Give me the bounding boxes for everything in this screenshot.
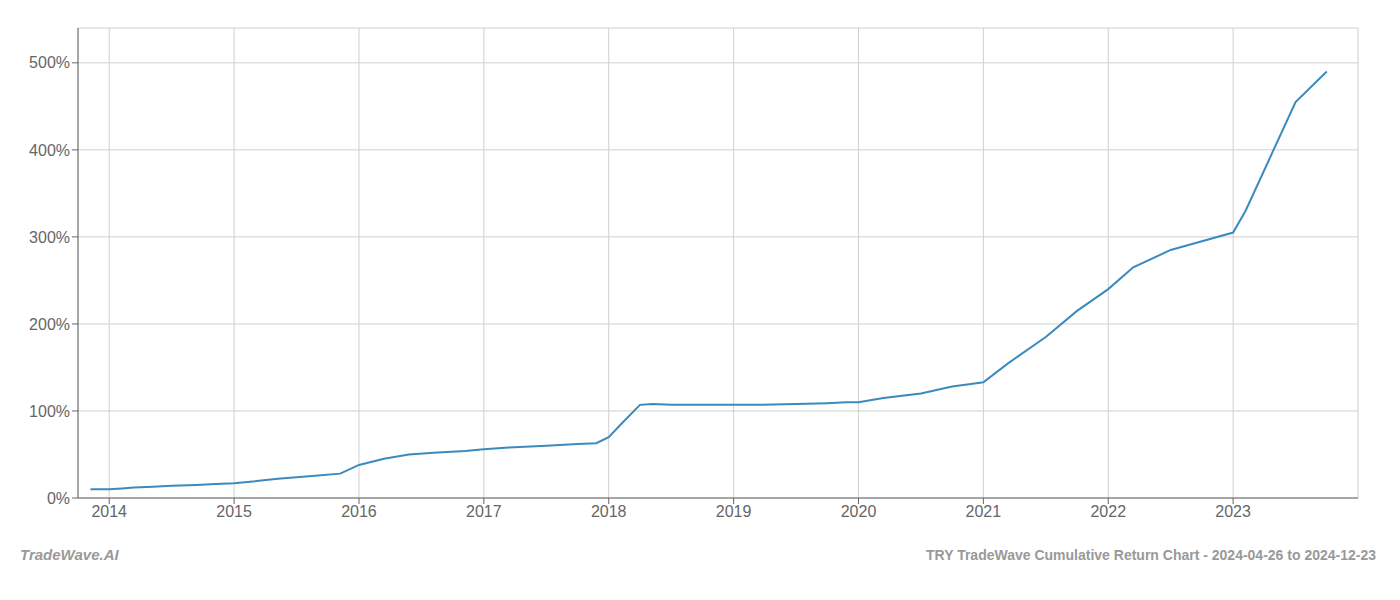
svg-text:100%: 100% <box>29 403 70 420</box>
html-text:TRY TradeWave Cumulative Retur: TRY TradeWave Cumulative Return Chart - … <box>926 547 1376 563</box>
svg-text:2021: 2021 <box>966 503 1002 520</box>
svg-text:2023: 2023 <box>1215 503 1251 520</box>
svg-text:2014: 2014 <box>91 503 127 520</box>
svg-text:400%: 400% <box>29 142 70 159</box>
svg-text:2022: 2022 <box>1090 503 1126 520</box>
svg-text:2017: 2017 <box>466 503 502 520</box>
svg-text:2020: 2020 <box>841 503 877 520</box>
svg-text:2018: 2018 <box>591 503 627 520</box>
svg-text:200%: 200% <box>29 316 70 333</box>
svg-text:500%: 500% <box>29 54 70 71</box>
svg-text:300%: 300% <box>29 229 70 246</box>
svg-text:2015: 2015 <box>216 503 252 520</box>
svg-text:0%: 0% <box>47 490 70 507</box>
html-text:TradeWave.AI: TradeWave.AI <box>20 546 119 563</box>
svg-text:2019: 2019 <box>716 503 752 520</box>
svg-text:2016: 2016 <box>341 503 377 520</box>
